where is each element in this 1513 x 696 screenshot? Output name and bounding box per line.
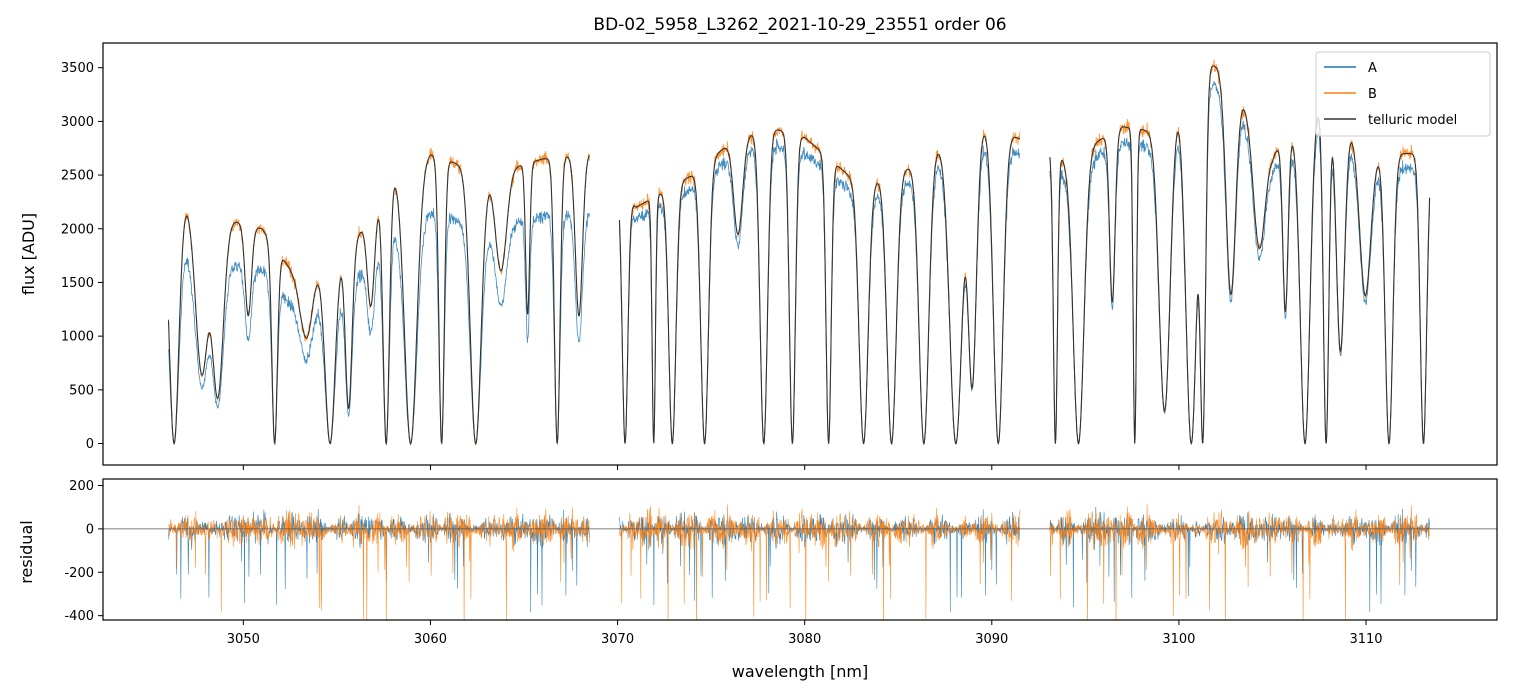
telluric-model-line <box>167 65 1431 446</box>
main-plot-frame <box>102 42 1498 466</box>
residual-x-tick-label: 3110 <box>1349 632 1382 647</box>
series-b-line <box>168 59 1430 446</box>
legend-box <box>1315 51 1491 137</box>
residual-y-tick-label: -400 <box>64 609 94 624</box>
legend-label: A <box>1368 61 1377 76</box>
main-y-tick-label: 3000 <box>61 115 94 130</box>
residual-ylabel: residual <box>17 520 36 583</box>
series-a-line <box>168 81 1430 446</box>
main-y-tick-label: 500 <box>69 383 94 398</box>
main-y-tick-label: 3500 <box>61 61 94 76</box>
residual-y-tick-label: 200 <box>69 479 94 494</box>
main-y-tick-label: 1500 <box>61 276 94 291</box>
xlabel: wavelength [nm] <box>732 662 869 681</box>
residual-x-tick-label: 3100 <box>1162 632 1195 647</box>
main-y-axis: 0 500 1000 1500 2000 2500 3000 3500 <box>61 61 103 452</box>
residual-x-tick-label: 3070 <box>601 632 634 647</box>
main-ylabel: flux [ADU] <box>19 213 38 295</box>
main-plot-lines <box>167 59 1431 446</box>
residual-y-tick-label: 0 <box>86 522 94 537</box>
residual-y-axis: -400 -200 0 200 <box>64 479 103 624</box>
residual-plot-lines <box>103 504 1497 620</box>
residual-x-tick-label: 3050 <box>227 632 260 647</box>
residual-x-tick-label: 3090 <box>975 632 1008 647</box>
main-y-tick-label: 2000 <box>61 222 94 237</box>
residual-x-tick-label: 3060 <box>414 632 447 647</box>
main-y-tick-label: 1000 <box>61 330 94 345</box>
residual-x-tick-label: 3080 <box>788 632 821 647</box>
legend-label: telluric model <box>1368 113 1457 128</box>
residual-x-axis: 3050 3060 3070 3080 3090 3100 3110 <box>227 620 1383 647</box>
residual-y-tick-label: -200 <box>64 566 94 581</box>
main-y-tick-label: 0 <box>86 437 94 452</box>
residual-plot-frame <box>102 478 1498 621</box>
chart-title: BD-02_5958_L3262_2021-10-29_23551 order … <box>593 15 1006 35</box>
main-y-tick-label: 2500 <box>61 169 94 184</box>
legend-label: B <box>1368 87 1377 102</box>
residual-panel: -400 -200 0 200 3050 3060 3070 3080 3090 3100 311… <box>17 478 1498 681</box>
main-x-axis <box>242 465 1367 470</box>
